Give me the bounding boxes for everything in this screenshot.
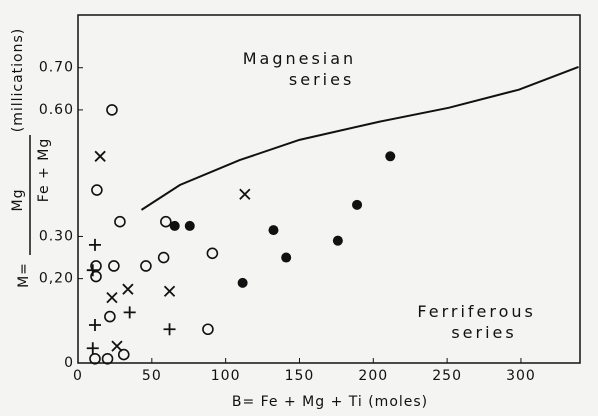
point-open — [202, 323, 214, 336]
point-open — [140, 260, 152, 272]
point-open — [108, 260, 120, 272]
annotation: series — [451, 323, 516, 342]
x-tick-label: 250 — [432, 368, 462, 384]
point-filled — [237, 277, 248, 288]
point-open — [206, 247, 219, 260]
point-open — [89, 352, 101, 365]
point-cross — [163, 285, 176, 297]
y-label-denominator: Fe + Mg — [36, 138, 52, 203]
y-tick-label: 0.60 — [39, 102, 74, 118]
point-open — [91, 184, 103, 196]
point-filled — [332, 235, 343, 246]
y-axis-label: M= Mg Fe + Mg (millications) — [10, 28, 52, 288]
x-tick-label: 50 — [142, 368, 162, 384]
y-tick-label: 0.30 — [39, 228, 74, 244]
point-open — [157, 251, 170, 264]
point-open — [104, 310, 116, 323]
x-tick-label: 300 — [506, 368, 536, 384]
point-open — [90, 270, 102, 283]
y-label-prefix: M= — [16, 262, 32, 288]
point-open — [117, 348, 130, 361]
y-tick-label: 0 — [64, 355, 74, 371]
y-tick-label: 0,20 — [39, 271, 74, 287]
annotation: Magnesian — [243, 49, 356, 68]
point-cross — [122, 283, 134, 295]
point-filled — [184, 220, 195, 231]
point-plus — [86, 342, 99, 355]
point-filled — [281, 252, 292, 263]
point-cross — [94, 150, 106, 162]
point-filled — [385, 151, 396, 162]
x-tick-label: 150 — [285, 368, 315, 384]
x-axis-label: B= Fe + Mg + Ti (moles) — [232, 394, 428, 410]
point-open — [106, 104, 118, 116]
x-tick-label: 100 — [211, 368, 241, 384]
point-plus — [163, 323, 176, 336]
annotation: Ferriferous — [417, 302, 535, 321]
point-open — [114, 215, 126, 228]
point-cross — [239, 188, 251, 200]
point-plus — [86, 264, 99, 277]
point-plus — [123, 306, 136, 319]
plot-frame — [77, 14, 581, 364]
y-label-unit: (millications) — [10, 28, 26, 133]
point-plus — [88, 319, 101, 332]
boundary-line — [140, 65, 579, 211]
point-open — [101, 352, 114, 365]
point-cross — [111, 340, 123, 352]
point-filled — [169, 220, 180, 231]
x-tick-label: 0 — [73, 368, 83, 384]
y-label-numerator: Mg — [10, 189, 26, 212]
annotation: series — [289, 70, 354, 89]
point-filled — [268, 225, 279, 236]
point-open — [160, 215, 172, 228]
point-filled — [352, 199, 363, 210]
point-plus — [88, 238, 101, 251]
point-cross — [106, 291, 118, 304]
y-tick-label: 0.70 — [39, 60, 74, 76]
x-tick-label: 200 — [358, 368, 388, 384]
